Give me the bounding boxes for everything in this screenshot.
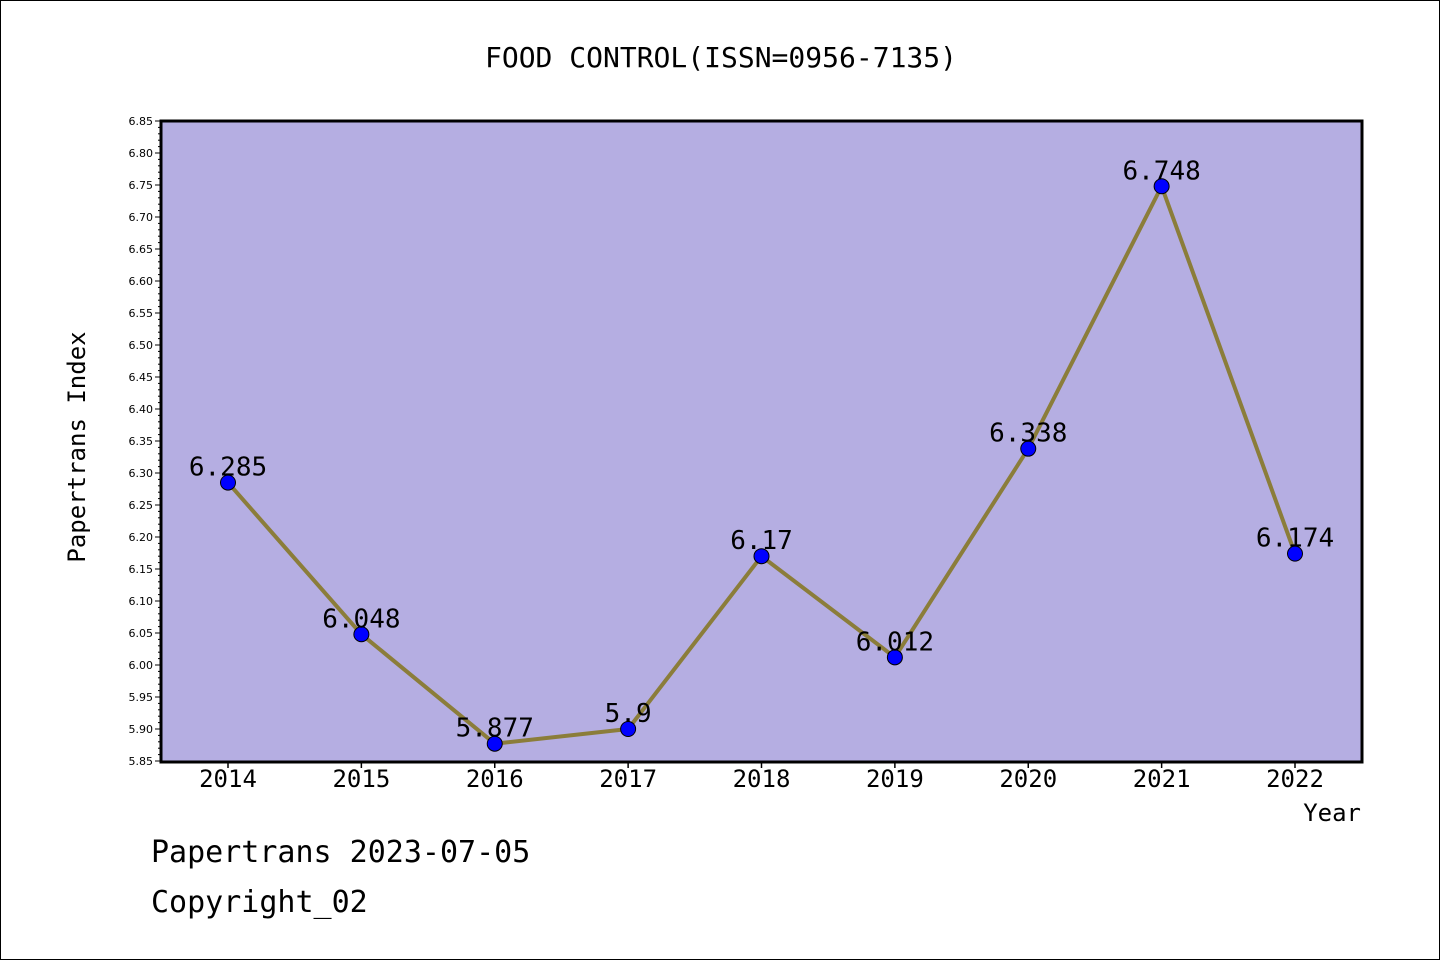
y-axis-label: Papertrans Index [63, 331, 91, 562]
data-label: 6.048 [322, 604, 400, 634]
y-tick-label: 6.25 [129, 499, 154, 512]
y-tick-label: 6.50 [129, 339, 154, 352]
data-label: 5.877 [456, 714, 534, 744]
footer-copyright: Copyright_02 [151, 885, 368, 920]
data-point [220, 474, 236, 491]
footer-date: Papertrans 2023-07-05 [151, 835, 531, 870]
data-label: 6.012 [856, 627, 934, 657]
data-label: 6.174 [1256, 524, 1334, 554]
y-tick-label: 6.15 [129, 563, 154, 576]
y-tick-label: 5.90 [129, 723, 154, 736]
data-point [1153, 178, 1170, 195]
data-point [1287, 545, 1303, 562]
x-axis: 2014 2015 2016 2017 2018 2019 2020 2021 2022 [199, 761, 1324, 793]
y-tick-label: 6.45 [129, 371, 154, 384]
data-points [220, 178, 1303, 752]
y-tick-label: 5.95 [129, 691, 154, 704]
data-point [1020, 440, 1037, 457]
y-tick-label: 6.20 [129, 531, 154, 544]
x-tick-label: 2021 [1133, 765, 1191, 793]
x-tick-label: 2016 [466, 765, 524, 793]
y-tick-label: 6.00 [129, 659, 154, 672]
x-tick-label: 2020 [999, 765, 1057, 793]
x-tick-label: 2018 [733, 765, 791, 793]
y-tick-label: 6.40 [129, 403, 154, 416]
data-point [486, 735, 503, 752]
chart-title: FOOD CONTROL(ISSN=0956-7135) [485, 41, 957, 74]
y-tick-label: 6.05 [129, 627, 154, 640]
y-tick-label: 6.55 [129, 307, 154, 320]
data-point [886, 649, 903, 666]
data-label: 6.17 [730, 526, 793, 556]
y-tick-label: 6.75 [129, 179, 154, 192]
data-label: 6.285 [189, 453, 267, 483]
y-tick-label: 6.35 [129, 435, 154, 448]
data-point [620, 721, 637, 737]
data-labels: 6.285 6.048 5.877 5.9 6.17 6.012 6.338 6.748 6.1… [189, 156, 1334, 743]
y-tick-label: 6.60 [129, 275, 154, 288]
y-tick-label: 6.10 [129, 595, 154, 608]
data-label: 6.748 [1122, 156, 1200, 186]
y-tick-label: 6.30 [129, 467, 154, 480]
y-tick-label: 6.65 [129, 243, 154, 256]
y-tick-label: 5.85 [129, 755, 154, 768]
data-point [353, 626, 370, 643]
y-tick-label: 6.70 [129, 211, 154, 224]
y-tick-label: 6.80 [129, 147, 154, 160]
x-tick-label: 2022 [1266, 765, 1324, 793]
x-tick-label: 2014 [199, 765, 257, 793]
data-point [753, 548, 770, 565]
data-label: 6.338 [989, 419, 1067, 449]
x-tick-label: 2015 [332, 765, 390, 793]
x-tick-label: 2019 [866, 765, 924, 793]
plot-area [159, 119, 1364, 764]
x-tick-label: 2017 [599, 765, 657, 793]
y-tick-label: 6.85 [129, 115, 154, 128]
data-label: 5.9 [605, 699, 652, 729]
x-axis-label: Year [1303, 799, 1361, 827]
y-axis: 5.85 5.90 5.95 6.00 6.05 6.10 6.15 6.20 6.25 6.30… [129, 115, 161, 768]
